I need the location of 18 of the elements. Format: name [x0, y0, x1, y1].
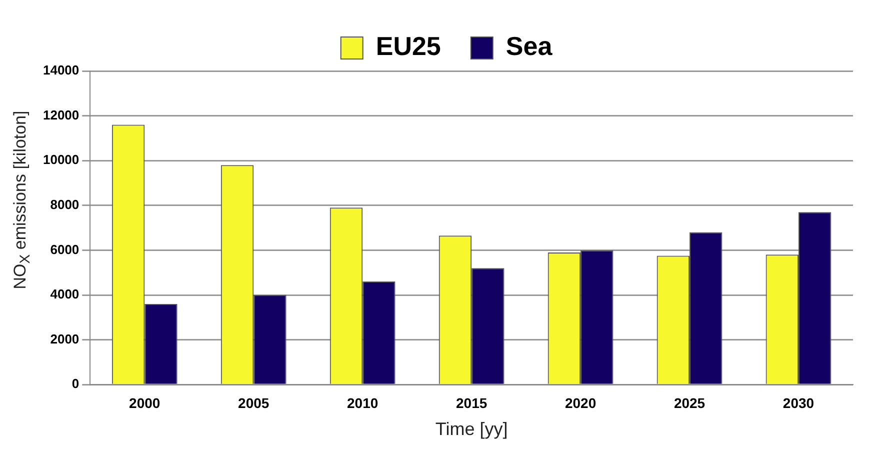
y-tick-label: 14000 — [42, 62, 80, 78]
x-tick-label: 2015 — [456, 394, 488, 411]
x-axis-title: Time [yy] — [435, 419, 508, 440]
legend-label: Sea — [506, 31, 553, 62]
x-tick-label: 2000 — [129, 394, 160, 411]
x-tick-label: 2025 — [674, 394, 706, 411]
x-tick-label: 2005 — [238, 394, 270, 411]
y-tick-label: 10000 — [42, 152, 80, 168]
y-tick-label: 0 — [72, 376, 80, 392]
x-tick-label: 2020 — [564, 394, 596, 411]
y-tick-label: 8000 — [50, 196, 80, 212]
y-tick-label: 12000 — [42, 107, 80, 122]
y-tick-label: 2000 — [50, 331, 80, 346]
y-tick-label: 6000 — [50, 242, 80, 257]
y-tick-label: 4000 — [50, 286, 80, 302]
x-tick-label: 2030 — [782, 394, 814, 411]
legend-label: EU25 — [376, 31, 441, 62]
x-tick-label: 2010 — [347, 394, 378, 411]
